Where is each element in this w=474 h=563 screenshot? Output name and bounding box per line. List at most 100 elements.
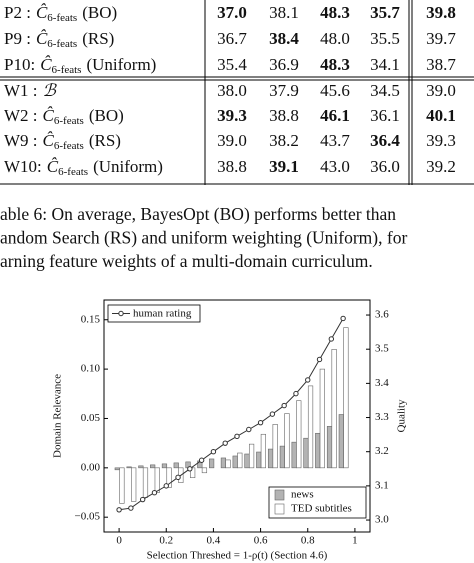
- legend-box: [107, 304, 201, 323]
- legend-point: [118, 310, 124, 317]
- bar: [220, 457, 227, 469]
- point: [222, 440, 228, 446]
- point: [116, 507, 122, 513]
- point: [257, 419, 264, 426]
- caption-line: andom Search (RS) and uniform weighting …: [0, 228, 407, 248]
- row-sub: 6-feats: [47, 38, 77, 50]
- legend-swatch: [274, 503, 285, 515]
- cell: 38.0: [217, 81, 247, 100]
- legend-label: human rating: [133, 308, 192, 320]
- y-tick-label: 0.10: [81, 363, 101, 375]
- row-label: P2 : Ĉ6-feats (BO): [4, 3, 117, 24]
- row-id: W9 :: [4, 131, 38, 150]
- x-tick-label: 0: [116, 535, 122, 547]
- row-id: W2 :: [4, 106, 38, 125]
- bar: [190, 467, 196, 479]
- y2-axis-label: Quality: [396, 399, 408, 432]
- bar: [307, 385, 314, 469]
- cell: 38.1: [269, 3, 299, 22]
- point: [151, 490, 158, 496]
- x-tick-label: 0.4: [207, 535, 221, 547]
- bar: [303, 437, 309, 469]
- bar: [154, 467, 160, 493]
- cell: 48.0: [320, 29, 350, 48]
- cell: 38.2: [269, 131, 299, 150]
- legend-label: news: [291, 489, 314, 501]
- cell: 37.0: [217, 3, 247, 22]
- row-method: (BO): [89, 106, 124, 125]
- row-sub: 6-feats: [54, 140, 84, 152]
- bar: [166, 467, 172, 488]
- bar: [260, 433, 266, 469]
- point: [269, 411, 276, 417]
- cell: 46.1: [320, 106, 350, 125]
- bar: [225, 459, 231, 469]
- x-tick-label: 0.6: [254, 535, 268, 547]
- y2-tick-label: 3.3: [375, 411, 389, 423]
- cell: 36.7: [217, 29, 247, 48]
- cell: 38.4: [269, 29, 299, 48]
- point: [281, 402, 287, 409]
- cell: 48.3: [320, 3, 350, 22]
- cell: 34.1: [370, 55, 400, 74]
- bar: [279, 445, 285, 469]
- y2-tick-label: 3.5: [375, 343, 389, 355]
- x-tick-label: 1: [352, 535, 358, 547]
- bar: [248, 443, 255, 469]
- cell: 45.6: [320, 81, 350, 100]
- cell: 39.7: [426, 29, 456, 48]
- bar: [114, 467, 120, 471]
- row-id: W10:: [4, 157, 42, 176]
- cell: 39.0: [426, 81, 456, 100]
- y-tick-label: −0.05: [75, 511, 101, 523]
- cell: 36.9: [269, 55, 299, 74]
- y2-tick-label: 3.0: [375, 514, 389, 526]
- bar: [150, 464, 156, 469]
- y2-tick-label: 3.6: [375, 309, 389, 321]
- legend-swatch: [274, 489, 285, 501]
- cell: 37.9: [269, 81, 299, 100]
- bar: [119, 467, 125, 504]
- row-method: (RS): [89, 131, 121, 150]
- bar: [338, 414, 344, 469]
- y-axis-label: Domain Relevance: [52, 374, 64, 458]
- point: [234, 433, 240, 440]
- legend-label: TED subtitles: [291, 503, 352, 515]
- y-tick-label: 0.00: [81, 461, 101, 473]
- cell: 39.8: [426, 3, 456, 22]
- x-tick-label: 0.8: [301, 535, 315, 547]
- x-tick-label: 0.2: [159, 535, 173, 547]
- bar: [126, 466, 132, 469]
- cell: 48.3: [320, 55, 350, 74]
- bar: [343, 327, 349, 469]
- row-method: (BO): [82, 3, 117, 22]
- row-method: (RS): [82, 29, 114, 48]
- x-axis-label: Selection Threshed = 1-ρ(t) (Section 4.6…: [147, 550, 328, 562]
- point: [340, 315, 346, 322]
- point: [198, 457, 205, 463]
- bar: [331, 349, 337, 469]
- bar: [237, 452, 243, 469]
- row-symbol: Ĉ: [43, 131, 55, 150]
- bar: [315, 432, 321, 469]
- point: [175, 474, 181, 481]
- row-label: W1 : ℬ: [4, 81, 58, 100]
- point: [305, 377, 311, 383]
- row-label: W2 : Ĉ6-feats (BO): [4, 106, 124, 127]
- caption: able 6: On average, BayesOpt (BO) perfor…: [0, 204, 407, 271]
- cell: 39.1: [269, 157, 299, 176]
- bar: [272, 424, 278, 469]
- row-sub: 6-feats: [52, 64, 82, 76]
- row-symbol: Ĉ: [47, 157, 59, 176]
- chart: 0 0.2 0.4 0.6 0.8 1 −0.05 0.00 0.05 0.10 0.15 3.0 3.…: [52, 299, 408, 562]
- row-method: (Uniform): [93, 157, 163, 176]
- y2-tick-label: 3.1: [375, 479, 389, 491]
- cell: 38.8: [217, 157, 247, 176]
- bar: [291, 441, 297, 469]
- row-label: P9 : Ĉ6-feats (RS): [4, 29, 114, 50]
- point: [187, 466, 193, 472]
- row-symbol: Ĉ: [43, 106, 55, 125]
- cell: 36.1: [370, 106, 400, 125]
- row-sub: 6-feats: [58, 166, 88, 178]
